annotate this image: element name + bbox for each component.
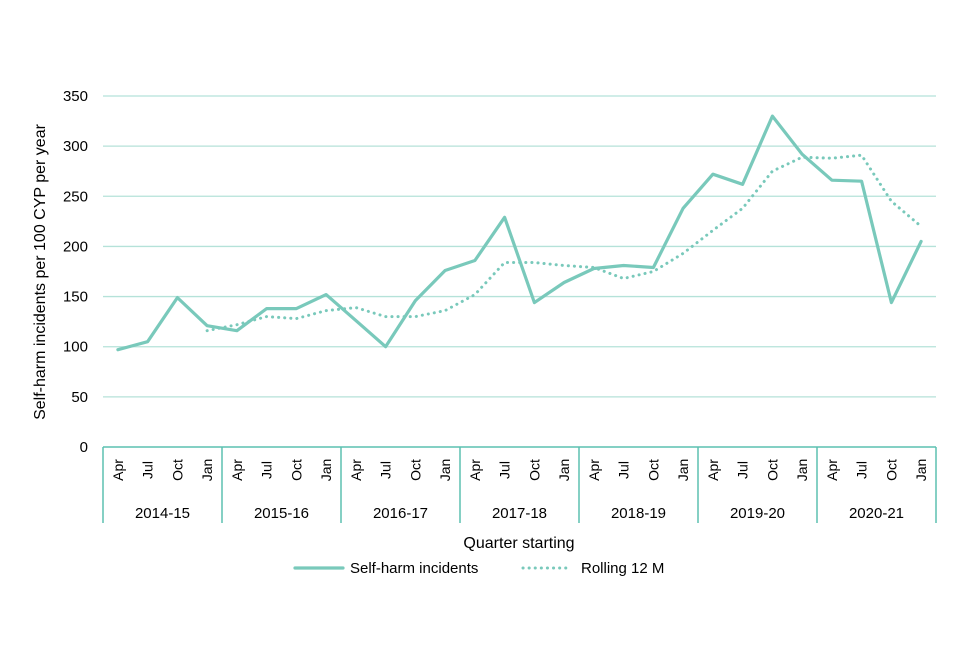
- x-tick-label: Oct: [645, 459, 661, 481]
- y-tick-label: 250: [63, 188, 88, 205]
- x-tick-label: Jan: [199, 459, 215, 482]
- x-group-label: 2016-17: [373, 505, 428, 522]
- x-tick-label: Jul: [616, 461, 632, 479]
- x-tick-label: Apr: [824, 459, 840, 481]
- y-tick-label: 50: [71, 389, 88, 406]
- x-tick-label: Apr: [348, 459, 364, 481]
- x-tick-label: Jan: [437, 459, 453, 482]
- x-tick-label: Oct: [526, 459, 542, 481]
- x-tick-label: Oct: [407, 459, 423, 481]
- x-group-label: 2019-20: [730, 505, 785, 522]
- x-group-label: 2015-16: [254, 505, 309, 522]
- x-tick-label: Jan: [794, 459, 810, 482]
- x-tick-label: Oct: [288, 459, 304, 481]
- x-tick-label: Oct: [169, 459, 185, 481]
- x-tick-label: Jul: [259, 461, 275, 479]
- x-tick-label: Apr: [467, 459, 483, 481]
- x-tick-label: Jan: [675, 459, 691, 482]
- y-tick-label: 100: [63, 339, 88, 356]
- y-axis: 0 50 100 150 200 250 300 350: [63, 88, 88, 456]
- x-tick-label: Jan: [913, 459, 929, 482]
- y-tick-label: 150: [63, 289, 88, 306]
- x-tick-label: Jul: [497, 461, 513, 479]
- legend: Self-harm incidents Rolling 12 M: [295, 560, 664, 577]
- legend-label-self-harm-incidents: Self-harm incidents: [350, 560, 478, 577]
- x-tick-label: Jul: [140, 461, 156, 479]
- legend-label-rolling-12m: Rolling 12 M: [581, 560, 664, 577]
- x-group-label: 2020-21: [849, 505, 904, 522]
- gridlines: [103, 96, 936, 397]
- x-group-label: 2014-15: [135, 505, 190, 522]
- series-line-rolling-12m: [207, 155, 921, 331]
- x-tick-label: Jul: [854, 461, 870, 479]
- y-tick-label: 350: [63, 88, 88, 105]
- y-axis-label: Self-harm incidents per 100 CYP per year: [32, 123, 49, 420]
- x-tick-label: Apr: [110, 459, 126, 481]
- x-tick-label: Jul: [378, 461, 394, 479]
- y-tick-label: 0: [80, 439, 88, 456]
- x-group-label: 2017-18: [492, 505, 547, 522]
- x-axis: Apr Jul Oct Jan Apr Jul Oct Jan Apr Jul Oct Jan Apr J…: [103, 447, 936, 523]
- x-tick-label: Oct: [883, 459, 899, 481]
- series-line-self-harm-incidents: [118, 116, 921, 350]
- x-group-label: 2018-19: [611, 505, 666, 522]
- x-tick-label: Jul: [735, 461, 751, 479]
- y-tick-label: 200: [63, 238, 88, 255]
- x-axis-label: Quarter starting: [463, 535, 574, 552]
- x-tick-label: Jan: [318, 459, 334, 482]
- x-tick-label: Oct: [764, 459, 780, 481]
- series-lines: [118, 116, 921, 350]
- x-tick-label: Apr: [705, 459, 721, 481]
- x-tick-label: Apr: [586, 459, 602, 481]
- x-tick-label: Apr: [229, 459, 245, 481]
- x-tick-label: Jan: [556, 459, 572, 482]
- y-tick-label: 300: [63, 138, 88, 155]
